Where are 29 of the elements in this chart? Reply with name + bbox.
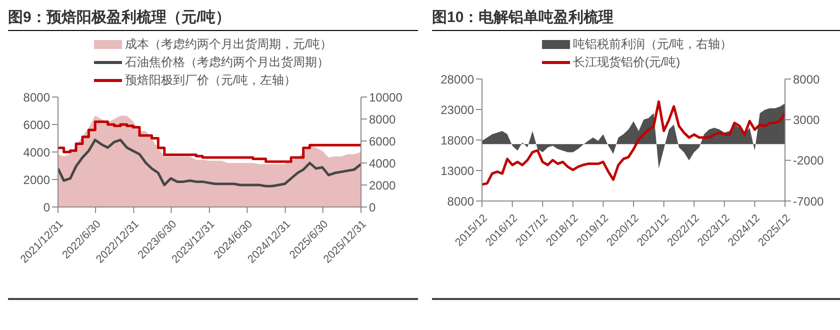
y2-tick-label: -2000 <box>793 154 824 168</box>
y2-tick-label: -7000 <box>793 194 824 208</box>
legend-label: 长江现货铝价(元/吨) <box>572 54 680 70</box>
y2-tick-label: 10000 <box>369 90 403 104</box>
y2-tick-label: 8000 <box>369 112 396 126</box>
y-tick-label: 18000 <box>440 133 474 148</box>
y2-tick-label: 0 <box>369 200 376 214</box>
line-series <box>482 100 785 186</box>
y-tick-label: 4000 <box>23 145 50 160</box>
y-tick-label: 2000 <box>23 172 50 187</box>
y-tick-label: 6000 <box>23 118 50 132</box>
y-tick-label: 13000 <box>440 164 474 178</box>
y2-tick-label: 4000 <box>369 156 396 170</box>
chart-title: 图10：电解铝单吨盈利梳理 <box>432 8 840 31</box>
y-tick-label: 0 <box>43 200 50 214</box>
y2-tick-label: 6000 <box>369 134 396 148</box>
y2-tick-label: 8000 <box>793 72 820 86</box>
line-series <box>58 138 361 188</box>
y-tick-label: 28000 <box>440 72 474 86</box>
y-tick-label: 8000 <box>447 194 474 208</box>
y2-tick-label: 2000 <box>369 178 396 192</box>
chart-title: 图9：预焙阳极盈利梳理（元/吨） <box>8 8 418 31</box>
legend-label: 石油焦价格（考虑约两个月出货周期） <box>124 54 329 70</box>
y-tick-label: 8000 <box>23 90 50 104</box>
y-tick-label: 23000 <box>440 102 474 117</box>
legend-label: 成本（考虑约两个月出货周期，元/吨） <box>124 36 332 52</box>
legend-label: 吨铝税前利润（元/吨，右轴） <box>572 36 732 52</box>
y2-tick-label: 3000 <box>793 112 820 127</box>
legend-label: 预焙阳极到厂价（元/吨，左轴） <box>124 72 296 88</box>
